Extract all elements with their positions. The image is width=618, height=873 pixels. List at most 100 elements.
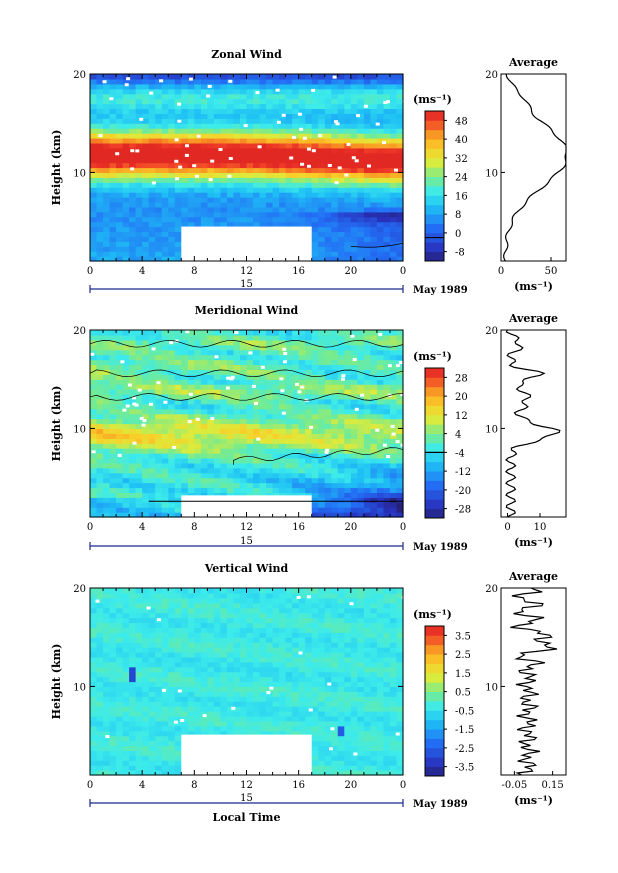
heatmap-cell [213,108,222,114]
missing-data [169,341,174,345]
heatmap-cell [90,157,98,164]
heatmap-cell [116,602,124,609]
heatmap-cell [103,83,111,90]
heatmap-cell [161,443,169,449]
heatmap-cell [226,632,235,638]
heatmap-cell [103,379,111,385]
heatmap-cell [292,359,300,366]
heatmap-cell [253,472,261,479]
heatmap-cell [266,492,274,498]
heatmap-cell [194,423,202,430]
heatmap-cell [272,167,280,174]
heatmap-cell [233,113,241,119]
heatmap-cell [305,98,313,105]
heatmap-cell [90,666,98,673]
heatmap-cell [109,607,117,614]
heatmap-cell [168,725,176,732]
heatmap-cell [187,602,195,609]
heatmap-cell [96,147,104,154]
heatmap-cell [181,408,189,415]
heatmap-cell [148,374,156,380]
heatmap-cell [122,192,130,198]
heatmap-cell [116,74,124,80]
heatmap-cell [103,443,111,449]
heatmap-cell [187,128,195,134]
heatmap-cell [246,656,254,663]
heatmap-cell [298,453,306,459]
heatmap-cell [129,113,137,119]
heatmap-cell [129,197,137,203]
heatmap-cell [239,187,248,193]
heatmap-cell [181,443,189,449]
heatmap-cell [194,398,202,405]
heatmap-cell [370,128,378,134]
heatmap-cell [344,339,352,346]
heatmap-cell [344,167,352,174]
heatmap-cell [266,167,274,174]
heatmap-cell [363,354,371,361]
heatmap-cell [200,349,208,356]
heatmap-cell [383,364,391,370]
heatmap-cell [129,711,137,717]
heatmap-cell [337,221,345,228]
heatmap-cell [292,152,300,159]
heatmap-cell [129,453,137,459]
heatmap-cell [109,389,117,395]
heatmap-cell [135,711,143,717]
heatmap-cell [194,467,202,474]
heatmap-cell [220,330,228,336]
heatmap-cell [226,492,235,498]
heatmap-cell [363,201,371,208]
heatmap-cell [207,602,215,609]
heatmap-cell [298,108,306,114]
heatmap-cell [226,197,235,203]
heatmap-cell [259,334,267,341]
heatmap-cell [161,137,169,144]
heatmap-cell [148,750,156,756]
heatmap-cell [226,642,235,648]
heatmap-cell [161,588,169,594]
heatmap-cell [155,715,163,722]
heatmap-cell [129,438,137,444]
heatmap-cell [331,221,339,228]
heatmap-cell [207,172,215,178]
heatmap-cell [148,632,156,638]
missing-data [279,377,284,381]
heatmap-cell [239,384,248,390]
missing-data [337,166,342,170]
heatmap-cell [324,349,332,356]
heatmap-cell [292,201,300,208]
heatmap-cell [129,701,137,707]
heatmap-cell [90,512,98,518]
heatmap-cell [194,706,202,712]
heatmap-cell [324,256,332,262]
missing-data [175,177,179,181]
heatmap-cell [207,221,215,228]
heatmap-cell [337,369,345,375]
missing-data [291,135,296,139]
heatmap-cell [207,349,215,356]
heatmap-cell [116,637,124,643]
heatmap-cell [233,637,241,643]
heatmap-cell [135,177,143,183]
heatmap-cell [148,103,156,110]
heatmap-cell [383,246,391,252]
heatmap-cell [396,339,404,346]
heatmap-cell [298,78,306,85]
heatmap-cell [266,162,274,169]
heatmap-cell [246,666,254,673]
heatmap-cell [103,369,111,375]
heatmap-cell [239,133,248,139]
heatmap-cell [233,448,241,454]
heatmap-cell [187,627,195,633]
heatmap-cell [207,453,215,459]
missing-data [351,156,356,160]
heatmap-cell [220,730,228,737]
heatmap-cell [148,740,156,747]
heatmap-cell [116,108,124,114]
heatmap-cell [318,354,326,361]
heatmap-cell [207,597,215,604]
heatmap-cell [116,477,124,484]
heatmap-cell [168,78,176,85]
missing-data [378,333,383,337]
